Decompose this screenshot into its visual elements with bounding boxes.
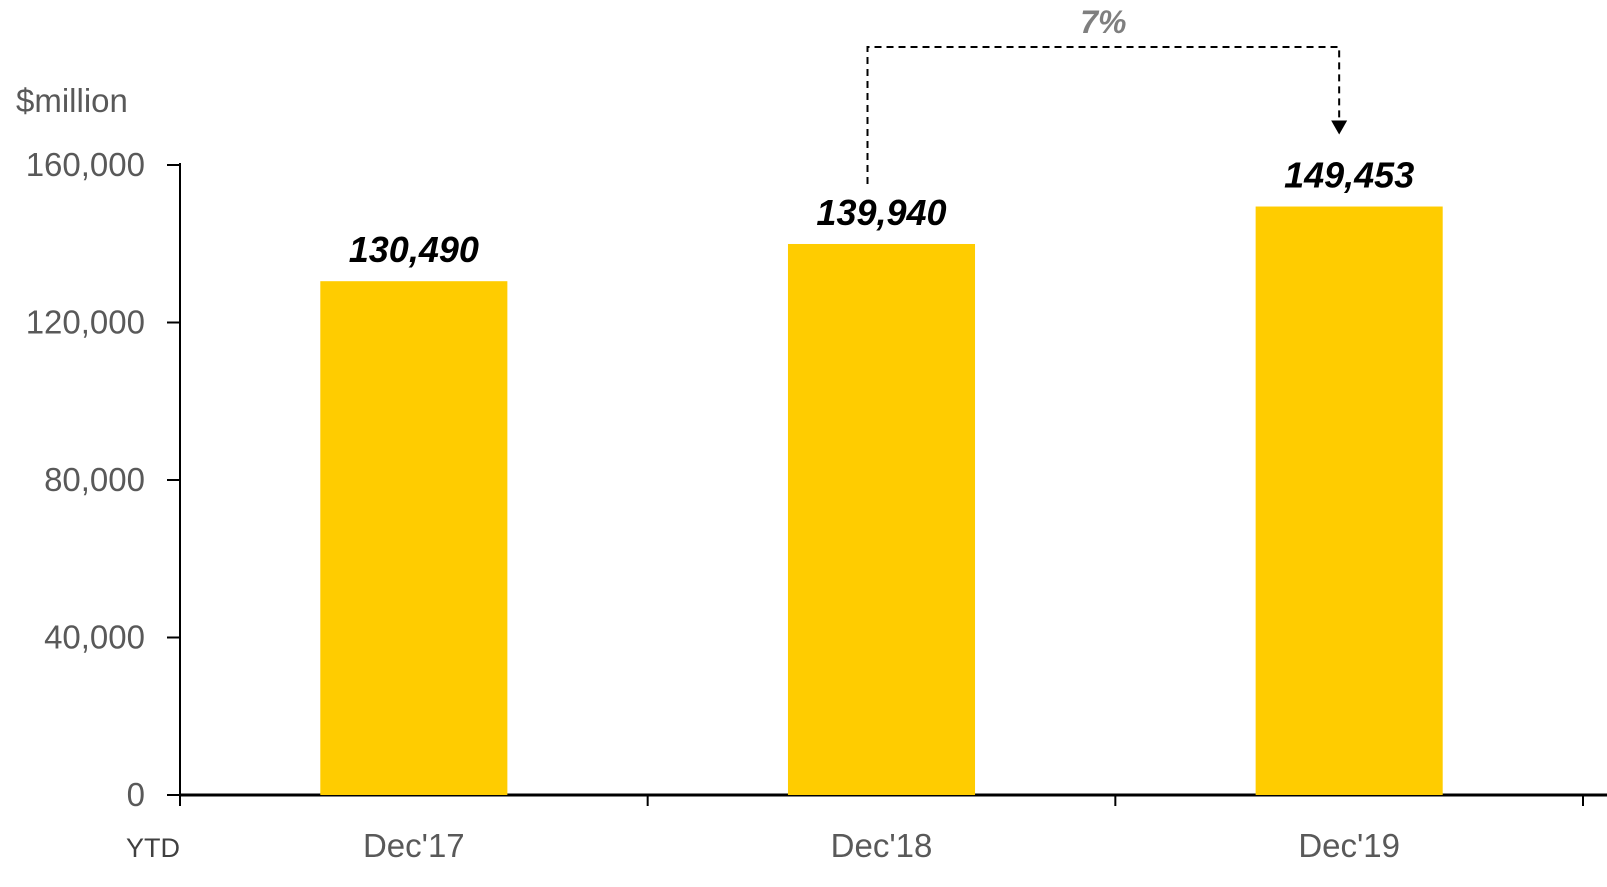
growth-label: 7%: [1080, 4, 1126, 40]
x-category-label: Dec'18: [831, 827, 933, 864]
category-labels: Dec'17 Dec'18 Dec'19: [363, 827, 1400, 864]
y-tick-label: 40,000: [44, 619, 145, 656]
bar: [320, 281, 508, 795]
growth-annotation: 7%: [866, 4, 1348, 184]
bars-group: [320, 206, 1443, 795]
data-label: 139,940: [816, 192, 946, 233]
growth-arrowhead: [1331, 120, 1348, 135]
data-labels: 130,490 139,940 149,453: [349, 155, 1414, 271]
data-label: 149,453: [1284, 155, 1414, 196]
y-axis-unit-label: $million: [16, 82, 128, 119]
data-label: 130,490: [349, 229, 479, 270]
x-axis: [179, 795, 1584, 806]
y-tick-label: 80,000: [44, 461, 145, 498]
growth-bracket: [866, 46, 1341, 184]
bar: [1255, 206, 1443, 795]
x-category-label: Dec'17: [363, 827, 465, 864]
y-tick-label: 0: [127, 776, 145, 813]
x-category-label: Dec'19: [1298, 827, 1400, 864]
bar: [787, 243, 976, 795]
y-tick-label: 120,000: [26, 304, 145, 341]
period-label: YTD: [126, 833, 180, 863]
y-tick-label: 160,000: [26, 146, 145, 183]
y-axis: 0 40,000 80,000 120,000 160,000: [26, 146, 180, 813]
